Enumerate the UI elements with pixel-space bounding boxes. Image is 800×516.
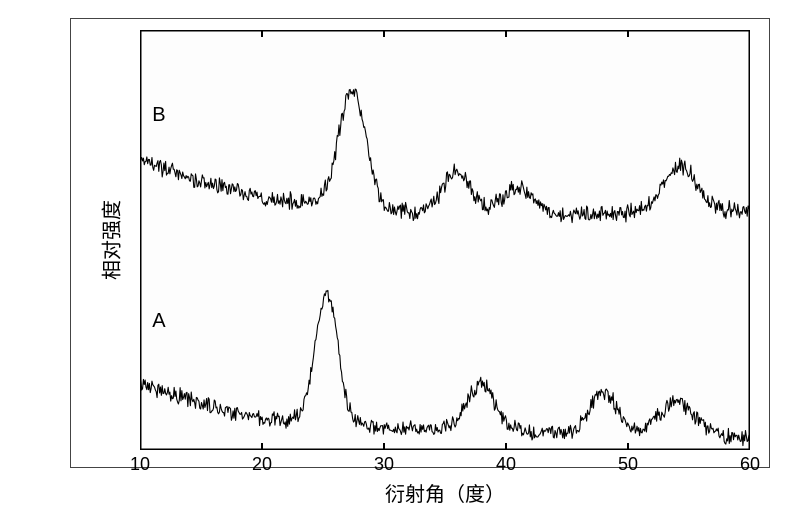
plot-svg [140,30,750,450]
y-axis-label: 相对强度 [96,200,125,280]
chart-container: 10 20 30 40 50 60 衍射角（度） 相对强度 A B [0,0,800,516]
series-label-B: B [152,104,165,127]
x-tick-label: 20 [252,454,272,475]
x-tick-label: 10 [130,454,150,475]
series-label-A: A [152,310,165,333]
x-tick-label: 60 [740,454,760,475]
series-B-line [140,89,750,222]
x-tick-label: 40 [496,454,516,475]
x-axis-label: 衍射角（度） [385,478,505,507]
x-tick-label: 50 [618,454,638,475]
x-tick-label: 30 [374,454,394,475]
series-A-line [140,290,750,445]
plot-area [140,30,750,450]
